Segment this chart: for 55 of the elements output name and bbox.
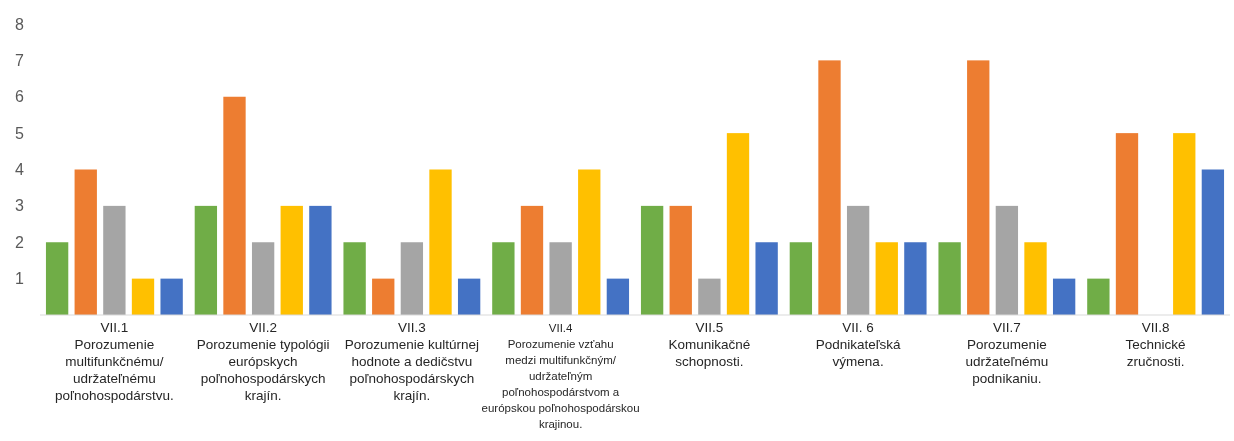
x-tick-label: VII.1 Porozumenie multifunkčnému/ udržateľnému poľnohospodárstvu.	[54, 320, 174, 403]
bar	[938, 242, 961, 315]
x-tick-label: VII.5 Komunikačné schopnosti.	[668, 320, 751, 369]
x-tick-label: VII.4 Porozumenie vzťahu medzi multifunkčným/ udržateľným poľnohospodárstvom a európskou poľnohospodárskou krajinou.	[481, 322, 640, 430]
y-tick-label: 5	[15, 124, 25, 142]
bar	[549, 242, 572, 315]
x-tick-label: VII. 6 Podnikateľská výmena.	[815, 320, 902, 369]
bar	[1173, 133, 1196, 315]
bar	[1201, 169, 1225, 315]
bar	[967, 60, 990, 315]
bar	[1115, 133, 1139, 315]
bar	[372, 278, 395, 315]
bar	[1024, 242, 1047, 315]
bar	[74, 169, 97, 315]
y-tick-label: 3	[15, 197, 25, 215]
bar	[606, 278, 630, 315]
x-tick-label: VII.7 Porozumenie udržateľnému podnikaniu.	[965, 320, 1049, 386]
bar	[343, 242, 366, 315]
y-tick-label: 7	[15, 51, 25, 69]
bar	[875, 242, 898, 315]
bar	[131, 278, 155, 315]
y-tick-label: 2	[15, 233, 25, 251]
bar	[995, 205, 1019, 315]
bar	[669, 205, 692, 315]
bar	[194, 205, 218, 315]
bar	[846, 205, 870, 315]
bar	[160, 278, 183, 315]
y-tick-label: 4	[15, 161, 25, 179]
bar	[1052, 278, 1076, 315]
y-tick-label: 1	[15, 270, 25, 288]
bar	[309, 205, 332, 315]
bar	[45, 242, 69, 315]
bar	[755, 242, 778, 315]
bar	[223, 96, 246, 315]
bar	[818, 60, 841, 315]
y-tick-label: 6	[15, 88, 25, 106]
bar	[520, 205, 544, 315]
bar	[400, 242, 424, 315]
bar	[640, 205, 664, 315]
bar	[1087, 278, 1110, 315]
bar	[904, 242, 927, 315]
bar	[280, 205, 303, 315]
bar	[429, 169, 452, 315]
bar	[789, 242, 813, 315]
bar	[251, 242, 275, 315]
bar	[492, 242, 515, 315]
bar	[578, 169, 601, 315]
bar	[457, 278, 481, 315]
bar	[103, 205, 126, 315]
y-tick-label: 8	[15, 15, 25, 33]
x-tick-label: VII.2 Porozumenie typológii európskych poľnohospodárskych krajín.	[196, 320, 330, 403]
x-tick-label: VII.8 Technické zručnosti.	[1125, 320, 1186, 369]
x-tick-label: VII.3 Porozumenie kultúrnej hodnote a dedičstvu poľnohospodárskych krajín.	[344, 320, 480, 403]
bar	[698, 278, 721, 315]
bar	[726, 133, 750, 315]
